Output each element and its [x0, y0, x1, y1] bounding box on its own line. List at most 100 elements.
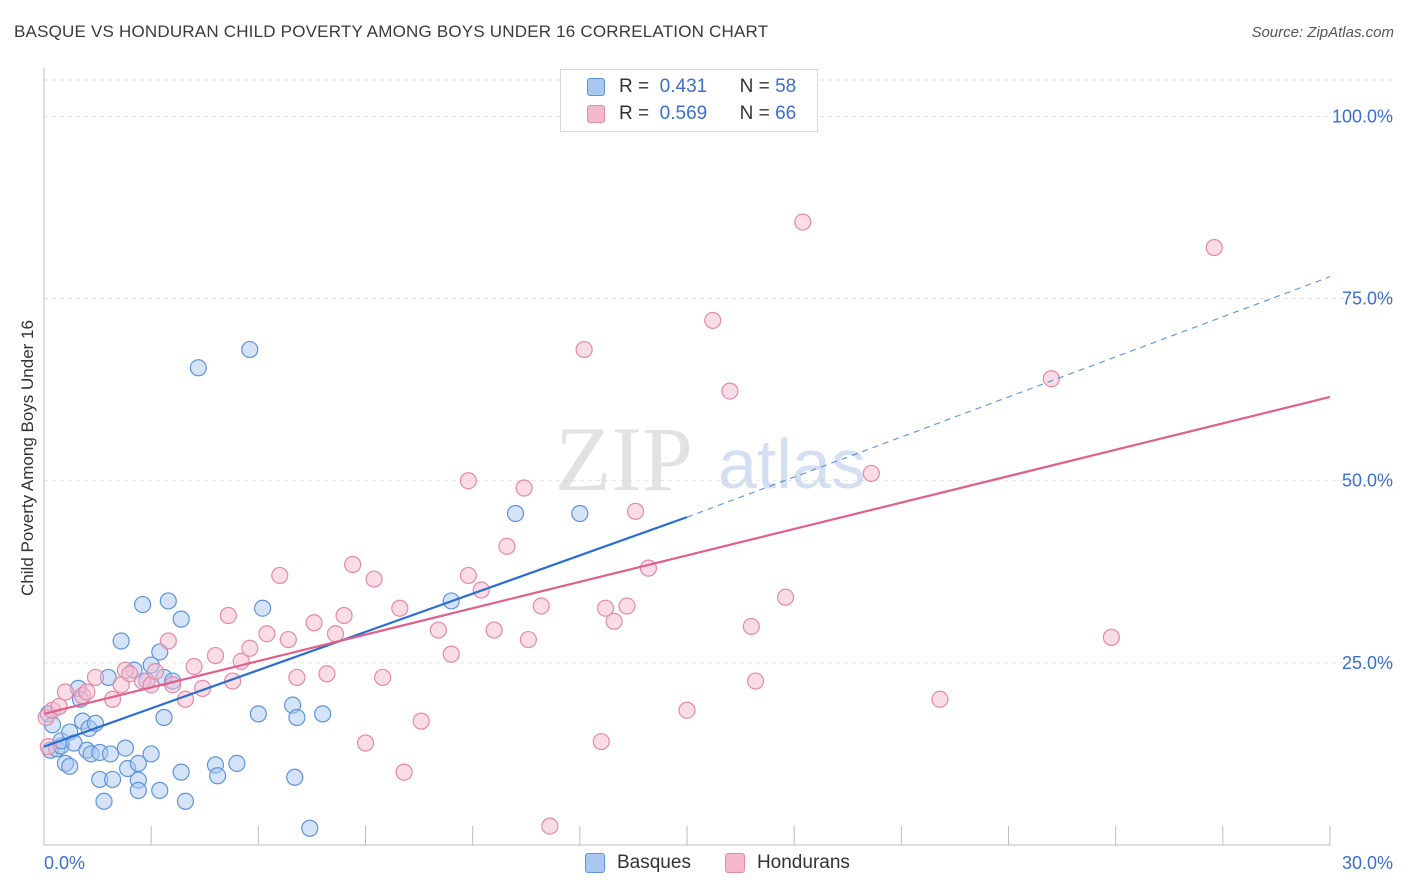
honduran-point [86, 668, 105, 687]
bottom-legend-hondurans: Hondurans [724, 852, 850, 874]
honduran-point [56, 683, 75, 701]
honduran-point [605, 612, 623, 630]
basque-point [142, 745, 160, 763]
tick-label-layer: 25.0% 50.0% 75.0% 100.0% 0.0% 30.0% [44, 106, 1393, 873]
basque-point [112, 632, 130, 650]
basque-point [189, 359, 207, 377]
basque-point [103, 770, 122, 789]
honduran-point [498, 537, 516, 555]
honduran-point [776, 588, 795, 606]
legend-swatch-hondurans [587, 105, 605, 123]
legend-n-label: N = [739, 76, 770, 97]
honduran-point [344, 555, 362, 574]
bottom-legend-basques: Basques [585, 852, 691, 874]
watermark-zip: ZIP [555, 408, 693, 510]
honduran-point [206, 646, 225, 665]
honduran-point [146, 662, 165, 681]
honduran-point [121, 665, 139, 683]
basque-point [61, 757, 79, 775]
basque-point [172, 610, 190, 628]
honduran-point [288, 668, 306, 687]
trend-layer [43, 276, 1331, 748]
bottom-legend-label-basques: Basques [617, 852, 691, 873]
bottom-legend: Basques Hondurans [585, 852, 884, 874]
y-tick-label: 25.0% [1342, 653, 1393, 673]
legend-box: R = 0.431 N = 58 R = 0.569 N = 66 [560, 69, 818, 132]
honduran-point [412, 712, 430, 730]
basque-point [241, 340, 259, 359]
source-credit: Source: ZipAtlas.com [1251, 24, 1394, 41]
x-tick-label: 0.0% [44, 853, 85, 873]
honduran-point [395, 763, 413, 781]
honduran-point [1205, 238, 1223, 257]
honduran-point [596, 599, 615, 617]
honduran-point [39, 738, 57, 756]
basque-point [506, 504, 525, 523]
legend-r-value: 0.431 [659, 76, 708, 97]
honduran-point [164, 676, 182, 694]
honduran-point [721, 382, 739, 400]
bottom-legend-swatch-hondurans [724, 853, 745, 873]
basque-point [129, 754, 147, 773]
grid-layer [43, 68, 1392, 846]
honduran-point [575, 340, 593, 359]
bottom-legend-swatch-basques [585, 853, 605, 873]
basque-point [159, 592, 177, 610]
y-tick-label: 100.0% [1332, 106, 1393, 126]
basque-point [176, 792, 195, 810]
honduran-point [626, 502, 645, 520]
honduran-point [592, 732, 610, 751]
basque-point [314, 705, 332, 723]
basque-point [209, 767, 227, 785]
honduran-point [78, 683, 96, 701]
basque-point [254, 599, 272, 617]
basque-point [286, 768, 304, 786]
basque-point [172, 763, 190, 781]
honduran-point [742, 617, 760, 636]
honduran-point [241, 639, 259, 657]
honduran-point [258, 625, 276, 643]
legend-r-value: 0.569 [659, 103, 708, 124]
basque-point [151, 781, 169, 799]
honduran-point [532, 597, 550, 615]
basque-point [129, 781, 147, 799]
honduran-point [335, 606, 353, 625]
honduran-point [159, 632, 177, 650]
honduran-point [515, 479, 533, 497]
basque-point [228, 754, 246, 773]
honduran-point [519, 630, 537, 649]
y-tick-label: 75.0% [1342, 289, 1393, 309]
x-tick-label: 30.0% [1342, 853, 1393, 873]
honduran-point [374, 668, 392, 687]
honduran-point [279, 630, 297, 649]
honduran-point [459, 566, 477, 585]
legend-r-label: R = [619, 76, 650, 97]
chart-title: BASQUE VS HONDURAN CHILD POVERTY AMONG B… [14, 22, 769, 41]
legend-r-label: R = [619, 103, 650, 124]
honduran-point [678, 701, 696, 719]
honduran-point [219, 606, 237, 625]
basque-point [249, 705, 267, 723]
honduran-point [704, 311, 722, 330]
honduran-point [459, 472, 477, 490]
legend-n-label: N = [739, 103, 770, 124]
basque-point [301, 819, 319, 837]
honduran-point [365, 570, 383, 588]
honduran-point [618, 597, 636, 615]
legend-swatch-basques [587, 78, 605, 96]
legend-n-value: 58 [775, 76, 797, 97]
watermark-atlas: atlas [718, 425, 866, 503]
honduran-point [931, 690, 949, 708]
honduran-point [794, 213, 812, 231]
honduran-point [271, 566, 289, 585]
honduran-trend-line [43, 395, 1331, 715]
basque-point [288, 708, 306, 727]
basque-trend-extension [686, 276, 1331, 518]
honduran-point [305, 614, 323, 632]
honduran-point [429, 621, 447, 639]
bottom-legend-label-hondurans: Hondurans [756, 852, 850, 873]
basque-point [95, 792, 113, 810]
legend-row-basques: R = 0.431 N = 58 [587, 75, 796, 99]
legend-n-value: 66 [775, 103, 797, 124]
honduran-point [318, 665, 336, 683]
